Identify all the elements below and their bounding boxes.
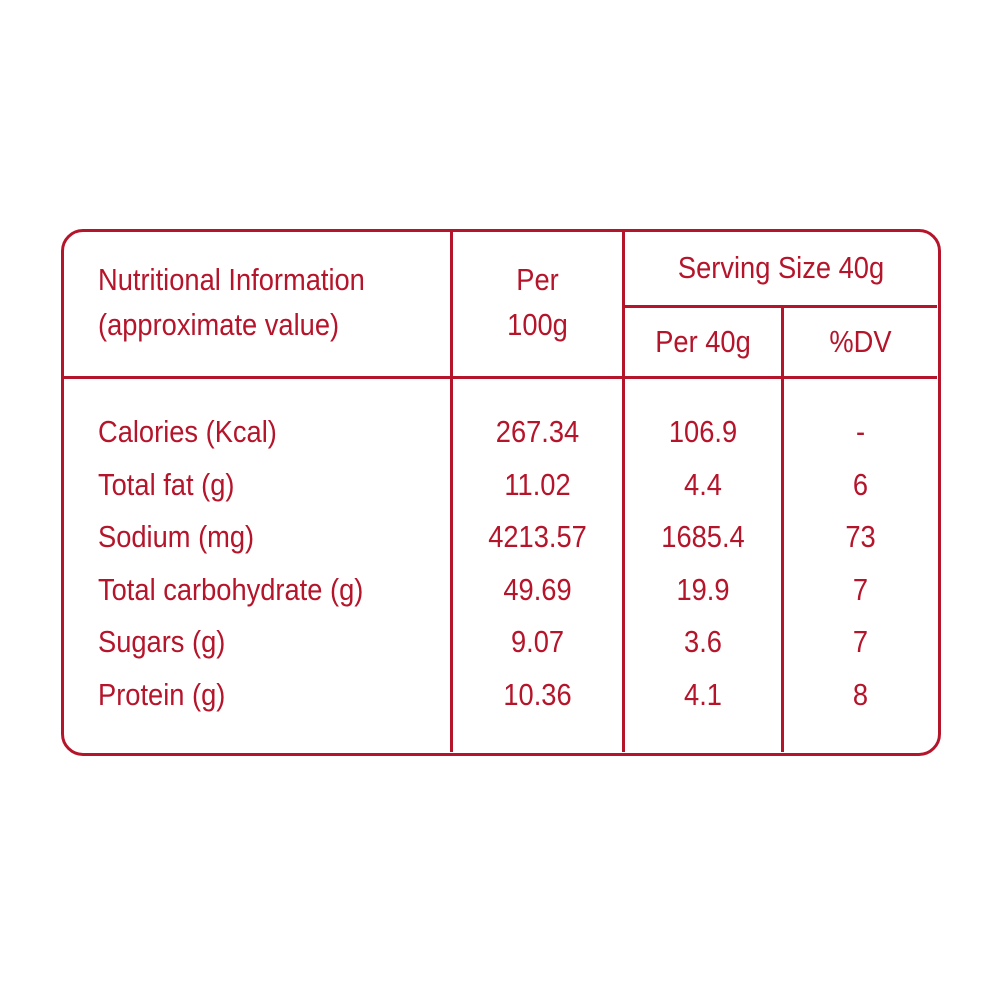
row-per40: 1685.4 (661, 519, 745, 554)
row-per40: 4.1 (684, 677, 722, 712)
header-serving-size: Serving Size 40g (677, 250, 885, 285)
divider-col1 (450, 231, 453, 752)
row-per40: 3.6 (684, 624, 722, 659)
row-dv: 6 (852, 467, 869, 502)
row-per40: 19.9 (676, 572, 730, 607)
row-label: Sodium (mg) (98, 519, 255, 554)
row-label: Total carbohydrate (g) (98, 572, 364, 607)
row-label: Sugars (g) (98, 624, 226, 659)
header-per100-line2: 100g (507, 307, 568, 342)
header-title-line1: Nutritional Information (98, 262, 365, 297)
row-per100: 9.07 (510, 624, 565, 659)
row-dv: 8 (852, 677, 869, 712)
row-label: Calories (Kcal) (98, 414, 277, 449)
row-per100: 267.34 (495, 414, 580, 449)
nutrition-table (61, 229, 941, 756)
divider-col3 (781, 307, 784, 752)
row-per40: 4.4 (684, 467, 722, 502)
divider-serving-header (622, 305, 937, 308)
header-per100-line1: Per (516, 262, 559, 297)
row-dv: 7 (852, 624, 869, 659)
row-label: Total fat (g) (98, 467, 235, 502)
row-per100: 4213.57 (488, 519, 587, 554)
row-dv: 7 (852, 572, 869, 607)
row-per40: 106.9 (668, 414, 738, 449)
row-per100: 49.69 (503, 572, 572, 607)
header-per-serving: Per 40g (655, 324, 751, 359)
divider-header-body (63, 376, 937, 379)
row-dv: - (855, 414, 866, 449)
header-dv: %DV (829, 324, 892, 359)
row-per100: 11.02 (504, 467, 571, 502)
row-per100: 10.36 (503, 677, 572, 712)
row-dv: 73 (845, 519, 876, 554)
divider-col2 (622, 231, 625, 752)
header-title-line2: (approximate value) (98, 307, 340, 342)
row-label: Protein (g) (98, 677, 226, 712)
